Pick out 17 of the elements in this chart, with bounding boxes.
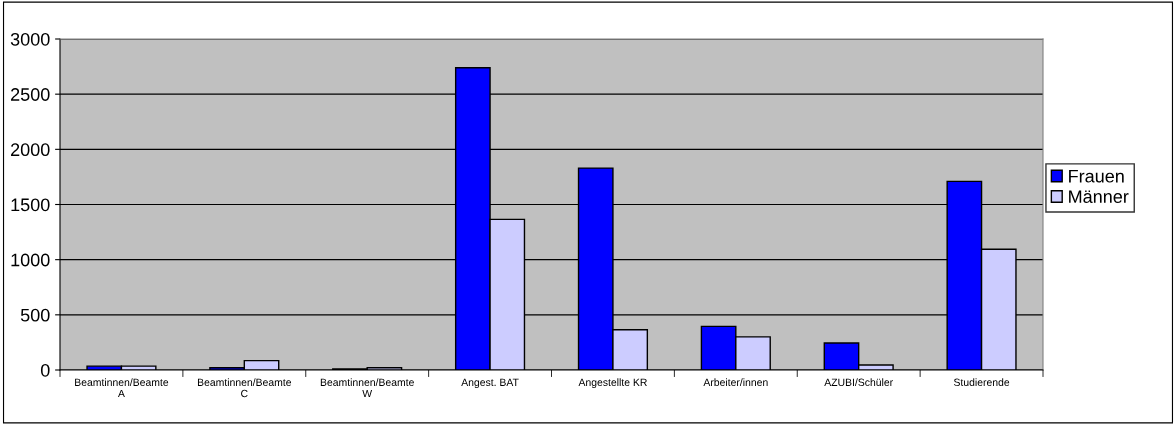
y-tick-label: 2500 [11, 88, 50, 101]
x-tick-label: Studierende [953, 378, 1010, 386]
y-tick-label: 500 [20, 308, 50, 322]
y-tick-label: 1500 [11, 198, 50, 212]
y-tick-label: 1000 [11, 253, 50, 267]
x-tick-label: Beamtinnen/Beamte A [75, 378, 169, 398]
x-tick-label: Beamtinnen/Beamte C [197, 378, 292, 398]
legend-label: Frauen [1069, 169, 1124, 183]
x-tick-label: Angest. BAT [461, 378, 519, 389]
legend-label: Männer [1069, 190, 1129, 204]
x-tick-label: Arbeiter/innen [703, 378, 768, 386]
y-tick-label: 3000 [10, 32, 50, 46]
y-tick-label: 2000 [11, 143, 50, 157]
x-tick-label: AZUBI/Schüler [824, 378, 893, 386]
x-tick-label: Beamtinnen/Beamte W [320, 378, 414, 398]
x-tick-label: Angestellte KR [578, 378, 647, 389]
y-tick-label: 0 [40, 363, 50, 377]
